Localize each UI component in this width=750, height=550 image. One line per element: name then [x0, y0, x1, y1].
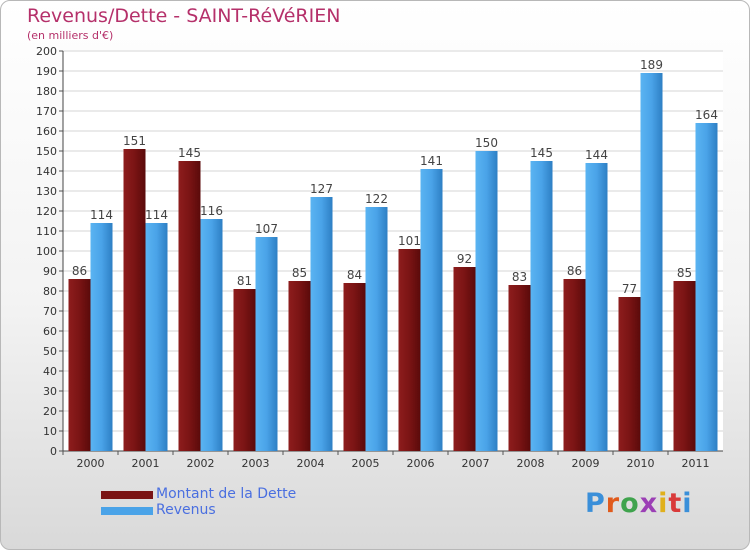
x-tick-label-2011: 2011: [682, 457, 710, 470]
data-label-revenue-2005: 122: [365, 192, 388, 206]
x-tick-label-2008: 2008: [517, 457, 545, 470]
y-tick-label: 180: [36, 85, 57, 98]
y-tick-label: 110: [36, 225, 57, 238]
bar-debt-2001: [123, 149, 146, 451]
data-label-debt-2002: 145: [178, 146, 201, 160]
bar-revenue-2001: [145, 223, 168, 451]
bar-revenue-2005: [365, 207, 388, 451]
y-tick-label: 190: [36, 65, 57, 78]
y-tick-label: 10: [43, 425, 57, 438]
y-tick-label: 160: [36, 125, 57, 138]
y-tick-label: 20: [43, 405, 57, 418]
bar-revenue-2004: [310, 197, 333, 451]
data-label-debt-2008: 83: [512, 270, 527, 284]
data-label-revenue-2006: 141: [420, 154, 443, 168]
data-label-debt-2003: 81: [237, 274, 252, 288]
y-tick-label: 140: [36, 165, 57, 178]
data-label-revenue-2002: 116: [200, 204, 223, 218]
data-label-debt-2009: 86: [567, 264, 582, 278]
logo-letter: i: [658, 488, 669, 519]
data-label-revenue-2010: 189: [640, 58, 663, 72]
y-tick-label: 150: [36, 145, 57, 158]
bar-revenue-2003: [255, 237, 278, 451]
data-label-revenue-2009: 144: [585, 148, 608, 162]
bar-revenue-2006: [420, 169, 443, 451]
bar-debt-2005: [343, 283, 366, 451]
data-label-revenue-2004: 127: [310, 182, 333, 196]
legend-label-revenue: Revenus: [156, 502, 216, 518]
x-tick-label-2009: 2009: [572, 457, 600, 470]
y-tick-label: 40: [43, 365, 57, 378]
bar-debt-2002: [178, 161, 201, 451]
logo-letter: r: [605, 488, 621, 519]
legend-swatch-debt: [101, 491, 153, 499]
data-label-debt-2001: 151: [123, 134, 146, 148]
x-tick-label-2003: 2003: [242, 457, 270, 470]
data-label-debt-2007: 92: [457, 252, 472, 266]
data-label-revenue-2011: 164: [695, 108, 718, 122]
chart-title: Revenus/Dette - SAINT-RéVéRIEN: [27, 5, 341, 27]
y-tick-label: 100: [36, 245, 57, 258]
y-tick-label: 30: [43, 385, 57, 398]
y-tick-label: 60: [43, 325, 57, 338]
bar-debt-2010: [618, 297, 641, 451]
bar-revenue-2002: [200, 219, 223, 451]
y-tick-label: 130: [36, 185, 57, 198]
y-tick-label: 170: [36, 105, 57, 118]
bar-revenue-2010: [640, 73, 663, 451]
data-label-debt-2004: 85: [292, 266, 307, 280]
y-tick-label: 200: [36, 45, 57, 58]
bar-revenue-2008: [530, 161, 553, 451]
data-label-revenue-2008: 145: [530, 146, 553, 160]
bar-debt-2000: [68, 279, 91, 451]
logo-letter: x: [639, 488, 659, 519]
logo-letter: P: [585, 488, 606, 519]
bar-revenue-2011: [695, 123, 718, 451]
y-tick-label: 70: [43, 305, 57, 318]
bar-debt-2004: [288, 281, 311, 451]
data-label-debt-2005: 84: [347, 268, 362, 282]
logo-letter: o: [620, 488, 640, 519]
legend-label-debt: Montant de la Dette: [156, 486, 297, 502]
data-label-revenue-2007: 150: [475, 136, 498, 150]
data-label-debt-2006: 101: [398, 234, 421, 248]
x-tick-label-2006: 2006: [407, 457, 435, 470]
bar-debt-2008: [508, 285, 531, 451]
x-tick-label-2004: 2004: [297, 457, 325, 470]
x-tick-label-2010: 2010: [627, 457, 655, 470]
x-tick-label-2000: 2000: [77, 457, 105, 470]
y-tick-label: 0: [50, 445, 57, 458]
chart-subtitle: (en milliers d'€): [27, 29, 114, 42]
logo-letter: i: [682, 488, 693, 519]
data-label-revenue-2000: 114: [90, 208, 113, 222]
y-tick-label: 120: [36, 205, 57, 218]
proxiti-logo: Proxiti: [585, 488, 693, 519]
data-label-debt-2000: 86: [72, 264, 87, 278]
bar-revenue-2007: [475, 151, 498, 451]
x-tick-label-2005: 2005: [352, 457, 380, 470]
legend-swatch-revenue: [101, 507, 153, 515]
bar-debt-2007: [453, 267, 476, 451]
data-label-revenue-2001: 114: [145, 208, 168, 222]
bar-debt-2011: [673, 281, 696, 451]
x-tick-label-2001: 2001: [132, 457, 160, 470]
x-tick-label-2002: 2002: [187, 457, 215, 470]
data-label-debt-2011: 85: [677, 266, 692, 280]
bar-debt-2006: [398, 249, 421, 451]
bar-debt-2009: [563, 279, 586, 451]
data-label-revenue-2003: 107: [255, 222, 278, 236]
bar-revenue-2000: [90, 223, 113, 451]
y-tick-label: 50: [43, 345, 57, 358]
bar-debt-2003: [233, 289, 256, 451]
y-tick-label: 90: [43, 265, 57, 278]
data-label-debt-2010: 77: [622, 282, 637, 296]
bar-revenue-2009: [585, 163, 608, 451]
x-tick-label-2007: 2007: [462, 457, 490, 470]
y-tick-label: 80: [43, 285, 57, 298]
logo-letter: t: [668, 488, 683, 519]
